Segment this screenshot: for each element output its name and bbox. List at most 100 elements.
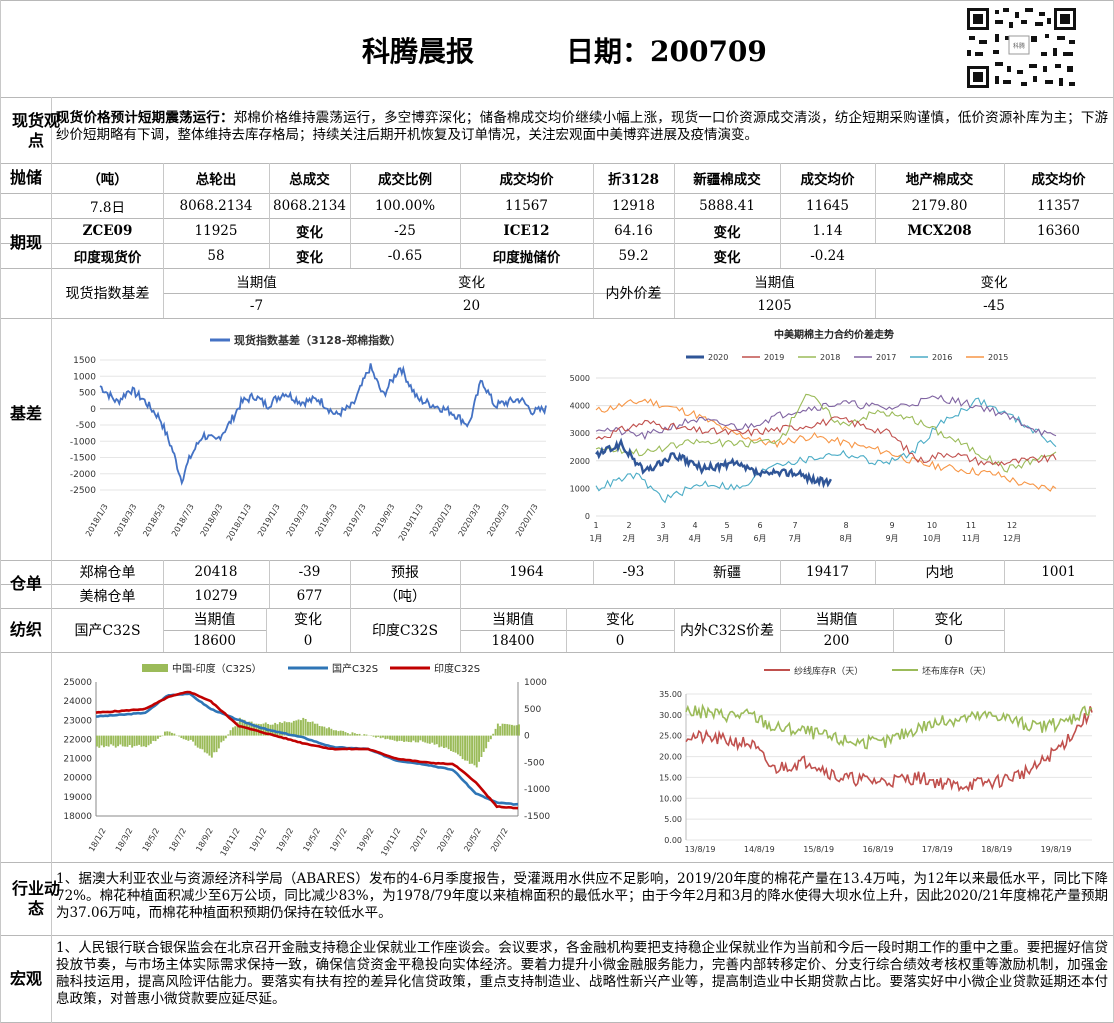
diff-bar [391,735,394,740]
x-tick-label: 2019/5/3 [313,503,339,539]
x-tick-label: 2018/11/3 [225,503,253,543]
futures-ice-change: 1.14 [812,222,843,239]
yarn-domestic-cur-label: 当期值 [193,612,236,628]
diff-bar [511,724,513,736]
diff-bar [292,720,295,736]
x-tick-label: 19/11/2 [379,827,402,858]
diff-bar [353,733,356,736]
diff-bar [447,735,450,750]
reserve-header-total-deal: 总成交 [289,172,330,188]
y-tick-label: 1500 [73,356,96,366]
diff-bar [342,730,345,736]
yarn-domestic-cur: 18600 [193,633,236,649]
y-tick-label: 0 [585,512,590,521]
diff-bar [435,735,438,745]
diff-bar [171,732,173,736]
qr-code-icon: 科腾 [965,6,1078,90]
diff-bar [283,721,286,736]
diff-bar [419,735,422,741]
spot-view-heading: 现货价格预计短期震荡运行： [56,110,234,126]
x-tick-label: 18/1/2 [87,827,108,854]
reserve-header-local-avg: 成交均价 [1031,172,1086,188]
x-tick-num: 4 [692,521,697,530]
x-tick-num: 2 [626,521,631,530]
diff-bar [206,735,209,754]
diff-bar [445,735,448,748]
x-tick-num: 5 [724,521,729,530]
warehouse-us-value: 10279 [194,588,238,604]
diff-bar [194,735,197,746]
reserve-total-out: 8068.2134 [179,197,253,214]
diff-bar [213,735,216,753]
legend-label-2017: 2017 [876,353,896,362]
section-basis: 基差 [9,404,42,423]
diff-bar [375,735,377,738]
legend-label-india: 印度C32S [434,662,480,675]
diff-bar [119,735,122,745]
x-tick-label: 2019/3/3 [285,503,311,539]
diff-bar [314,723,316,736]
x-tick-label: 6月 [753,534,766,543]
diff-bar [185,735,187,740]
y-right-tick-label: 0 [524,732,530,742]
series-line-2019 [595,416,1057,467]
y-tick-label: 35.00 [659,690,682,699]
reserve-total-deal: 8068.2134 [272,197,346,214]
x-tick-num: 7 [792,521,797,530]
diff-bar [410,735,413,743]
diff-bar [389,735,391,740]
diff-bar [260,724,262,736]
diff-bar [433,735,436,745]
legend-label-2019: 2019 [764,353,784,362]
diff-bar [173,733,176,736]
series-line-印度C32S [95,690,519,810]
diff-bar [443,735,445,748]
basis-cur-1: -7 [249,297,264,314]
diff-bar [501,723,504,736]
warehouse-inland-label: 内地 [925,565,954,581]
yarn-india-cur-label: 当期值 [492,612,534,628]
reserve-header-unit: （吨） [87,172,128,188]
x-tick-label: 18/7/2 [167,827,188,854]
x-tick-num: 1 [593,521,598,530]
warehouse-zhengmian-value: 20418 [194,564,238,580]
diff-bar [297,719,300,736]
x-tick-label: 16/8/19 [863,845,894,854]
series-line-2016 [595,397,1057,504]
legend-swatch-diff [142,664,168,672]
y-tick-label: -500 [76,421,97,431]
x-tick-label: 13/8/19 [685,845,716,854]
diff-bar [208,735,211,756]
y-tick-label: -2500 [70,486,96,496]
diff-bar [482,735,485,752]
diff-bar [133,735,136,747]
diff-bar [192,735,194,742]
section-futures: 期现 [9,233,42,252]
diff-bar [414,735,417,743]
x-tick-num: 10 [927,521,937,530]
x-tick-label: 20/5/2 [462,827,483,854]
reserve-header-total-out: 总轮出 [195,172,237,188]
legend-label-domestic: 国产C32S [332,662,378,675]
y-left-tick-label: 23000 [63,716,92,726]
diff-bar [393,735,396,741]
diff-bar [379,735,382,739]
futures-india-spot-change: -0.65 [387,247,423,264]
y-left-tick-label: 22000 [63,735,92,745]
diff-bar [196,735,199,748]
diff-bar [330,728,333,736]
x-tick-label: 2018/5/3 [141,503,167,539]
y-tick-label: 10.00 [659,794,682,803]
diff-bar [304,719,307,736]
diff-bar [210,735,213,758]
diff-bar [485,735,488,749]
diff-bar [450,735,452,751]
x-tick-label: 15/8/19 [803,845,834,854]
diff-bar [215,735,218,753]
diff-bar [412,735,415,741]
diff-bar [417,735,420,743]
futures-ice-label: ICE12 [503,222,550,239]
diff-bar [478,735,480,762]
legend-label-cloth: 坯布库存R（天） [922,665,991,677]
x-tick-label: 14/8/19 [744,845,775,854]
